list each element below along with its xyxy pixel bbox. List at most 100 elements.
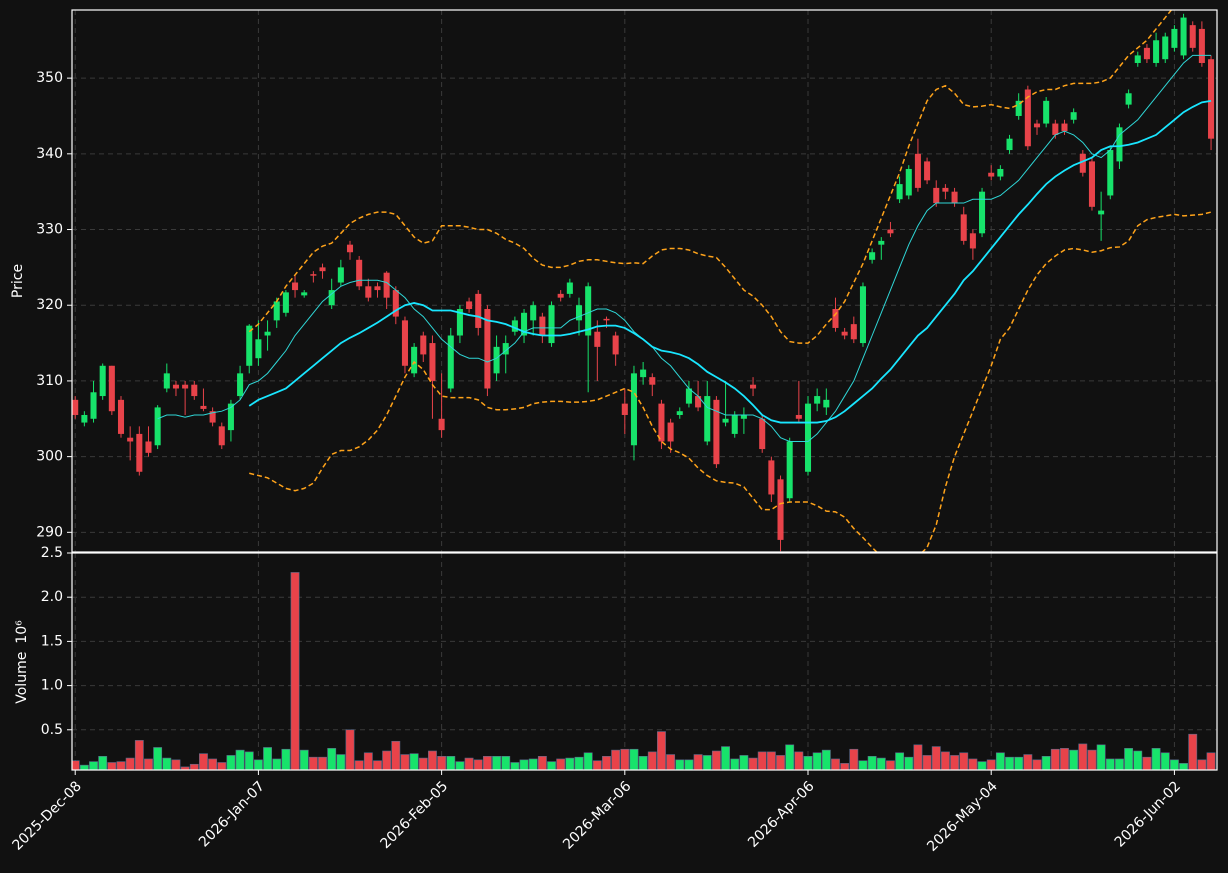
candle-body bbox=[145, 441, 152, 453]
volume-bar bbox=[79, 764, 89, 770]
volume-bar bbox=[171, 759, 181, 770]
volume-bar bbox=[803, 755, 813, 770]
volume-bar bbox=[931, 746, 941, 770]
volume-bar bbox=[647, 751, 657, 770]
y-tick-label: 290 bbox=[36, 524, 63, 540]
candle-body bbox=[667, 422, 674, 442]
candle-body bbox=[1015, 100, 1022, 116]
candle-body bbox=[713, 399, 720, 465]
volume-bar bbox=[1206, 752, 1216, 770]
candle-body bbox=[575, 305, 583, 321]
candle-body bbox=[704, 396, 711, 442]
candle-body bbox=[154, 407, 161, 446]
x-tick-label: 2026-Feb-05 bbox=[377, 778, 451, 852]
candle-body bbox=[960, 214, 967, 241]
candle-body bbox=[1180, 17, 1187, 56]
volume-bar bbox=[711, 750, 721, 770]
candle-body bbox=[1116, 127, 1123, 162]
candle-body bbox=[1052, 123, 1059, 135]
volume-bar bbox=[666, 754, 676, 770]
volume-bar bbox=[336, 754, 346, 770]
volume-bar bbox=[98, 755, 108, 770]
candle-body bbox=[1208, 59, 1215, 139]
candle-body bbox=[301, 292, 308, 296]
volume-bar bbox=[134, 740, 144, 770]
volume-bar bbox=[1032, 759, 1042, 770]
candle-body bbox=[887, 229, 894, 234]
candle-body bbox=[759, 418, 766, 450]
volume-bar bbox=[263, 747, 272, 770]
candle-body bbox=[750, 384, 757, 389]
volume-bar bbox=[693, 754, 703, 770]
volume-bar bbox=[684, 759, 694, 770]
volume-bar bbox=[153, 747, 163, 770]
volume-axis-offset: 10⁶ bbox=[14, 620, 30, 644]
candle-body bbox=[621, 403, 628, 415]
candle-body bbox=[502, 343, 509, 355]
candle-body bbox=[117, 399, 125, 434]
y-tick-label: 1.0 bbox=[41, 678, 63, 694]
volume-bar bbox=[107, 762, 117, 770]
candle-body bbox=[1189, 25, 1196, 48]
volume-bar bbox=[812, 752, 822, 770]
candle-body bbox=[466, 301, 473, 310]
volume-bar bbox=[189, 763, 199, 770]
volume-bar bbox=[226, 755, 236, 770]
volume-bar bbox=[345, 729, 355, 770]
volume-bar bbox=[876, 757, 886, 770]
volume-bar bbox=[583, 752, 593, 770]
volume-axis-title: Volume bbox=[14, 652, 30, 704]
volume-bar bbox=[208, 758, 218, 770]
volume-bar bbox=[1124, 748, 1134, 770]
volume-bar bbox=[391, 740, 401, 770]
volume-bar bbox=[510, 762, 520, 770]
volume-bar bbox=[1179, 763, 1188, 770]
candle-body bbox=[914, 153, 921, 188]
candle-body bbox=[768, 460, 775, 495]
volume-bar bbox=[556, 758, 566, 770]
y-tick-label: 300 bbox=[36, 449, 63, 465]
volume-bar bbox=[1096, 744, 1106, 770]
price-plot bbox=[72, 10, 1215, 552]
volume-bar bbox=[886, 760, 895, 770]
volume-bar bbox=[629, 748, 639, 770]
candle-body bbox=[328, 290, 335, 306]
volume-bar bbox=[766, 751, 776, 770]
volume-bar bbox=[675, 759, 685, 770]
volume-bar bbox=[1151, 748, 1161, 770]
volume-bar bbox=[400, 754, 410, 770]
candle-body bbox=[420, 335, 427, 355]
volume-bar bbox=[318, 756, 327, 770]
overlay-line bbox=[157, 54, 1212, 442]
volume-bar bbox=[1169, 759, 1179, 770]
candle-body bbox=[557, 293, 564, 298]
candle-body bbox=[841, 331, 848, 336]
volume-bar bbox=[1078, 743, 1088, 770]
volume-bar bbox=[757, 751, 767, 770]
volume-bar bbox=[611, 749, 621, 770]
volume-bar bbox=[995, 752, 1005, 770]
volume-bar bbox=[1105, 758, 1115, 770]
candle-body bbox=[869, 252, 876, 260]
candle-body bbox=[795, 414, 802, 419]
volume-bar bbox=[977, 761, 987, 770]
candle-body bbox=[1198, 28, 1205, 63]
volume-bar bbox=[482, 755, 492, 770]
candle-body bbox=[521, 312, 528, 336]
candle-body bbox=[484, 309, 491, 389]
volume-bar bbox=[1087, 749, 1097, 770]
volume-bar bbox=[968, 758, 978, 770]
volume-bar bbox=[363, 752, 373, 770]
volume-bar bbox=[272, 758, 282, 770]
y-tick-label: 2.5 bbox=[41, 545, 63, 561]
volume-bar bbox=[702, 755, 712, 770]
volume-bar bbox=[501, 755, 511, 770]
candle-body bbox=[924, 161, 931, 181]
y-tick-label: 0.5 bbox=[41, 722, 63, 738]
candle-body bbox=[136, 433, 143, 472]
candle-body bbox=[172, 384, 179, 389]
volume-bar bbox=[373, 760, 382, 770]
volume-bar bbox=[162, 757, 172, 770]
grid bbox=[72, 10, 1217, 770]
